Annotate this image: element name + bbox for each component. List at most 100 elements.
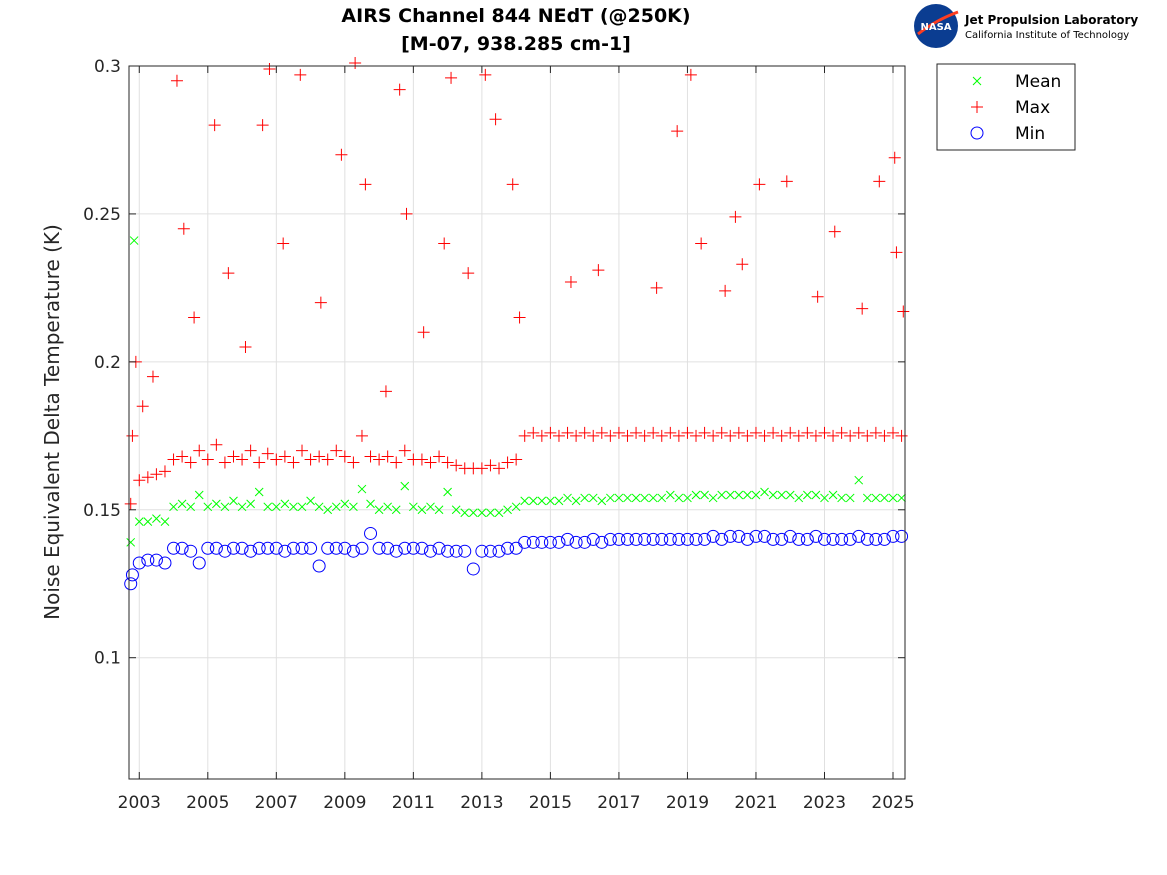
max-point (287, 456, 300, 469)
y-axis-label: Noise Equivalent Delta Temperature (K) (40, 224, 64, 620)
max-point (489, 113, 502, 126)
mean-point (229, 496, 238, 506)
mean-point (862, 493, 872, 503)
min-point (561, 532, 575, 546)
min-point (843, 532, 857, 546)
max-point (347, 456, 360, 469)
min-point (124, 577, 138, 591)
mean-point (129, 236, 139, 245)
max-point (724, 429, 737, 442)
max-point (398, 444, 411, 457)
min-point (466, 562, 480, 576)
min-point (595, 535, 609, 549)
min-point (125, 568, 139, 582)
max-point (239, 341, 252, 354)
mean-point (546, 496, 555, 506)
mean-point (854, 475, 864, 485)
max-point (612, 426, 625, 439)
min-point (629, 532, 643, 546)
legend-marker-min-icon (970, 126, 984, 140)
min-point (501, 541, 515, 555)
min-point (689, 532, 703, 546)
mean-point (845, 493, 855, 503)
min-point (312, 559, 326, 573)
max-point (561, 426, 574, 439)
min-point (252, 541, 266, 555)
mean-point (494, 508, 504, 518)
min-point (835, 532, 849, 546)
max-point (321, 453, 334, 466)
max-point (741, 429, 754, 442)
max-point (184, 456, 197, 469)
mean-point (237, 502, 247, 512)
mean-point (614, 493, 624, 503)
mean-point (768, 490, 778, 500)
min-point (261, 541, 275, 555)
min-point (783, 529, 797, 543)
max-point (698, 426, 711, 439)
max-point (188, 311, 201, 324)
min-point (132, 556, 146, 570)
x-tick-label: 2011 (392, 793, 435, 813)
min-point (800, 532, 814, 546)
mean-point (177, 499, 187, 509)
mean-point (665, 490, 675, 500)
min-point (723, 529, 737, 543)
mean-point (409, 502, 418, 512)
axes-box (128, 65, 906, 780)
min-point (415, 541, 429, 555)
max-point (784, 426, 797, 439)
max-point (150, 468, 163, 481)
min-point (852, 529, 866, 543)
min-point (432, 541, 446, 555)
max-point (167, 453, 180, 466)
max-point (852, 426, 865, 439)
max-point (450, 459, 463, 472)
min-point (775, 532, 789, 546)
max-point (335, 148, 348, 161)
mean-point (803, 490, 812, 500)
max-point (780, 175, 793, 188)
min-point (226, 541, 240, 555)
mean-point (212, 499, 221, 509)
chart-title: AIRS Channel 844 NEdT (@250K) (341, 5, 690, 27)
max-point (873, 175, 886, 188)
mean-point (169, 502, 178, 512)
min-point (218, 544, 232, 558)
mean-point (897, 493, 906, 503)
min-point (441, 544, 455, 558)
mean-point (554, 496, 564, 506)
mean-point (357, 484, 367, 494)
max-point (227, 450, 240, 463)
max-point (177, 222, 190, 235)
min-point (749, 529, 763, 543)
mean-point (366, 499, 375, 509)
mean-point (683, 493, 692, 503)
min-point (423, 544, 437, 558)
mean-point (571, 496, 581, 506)
mean-point (460, 508, 470, 518)
mean-point (597, 496, 607, 506)
min-point (680, 532, 694, 546)
max-point (124, 497, 137, 510)
min-point (886, 529, 900, 543)
chart-subtitle: [M-07, 938.285 cm-1] (401, 33, 631, 55)
max-point (792, 429, 805, 442)
min-point (184, 544, 198, 558)
max-point (861, 429, 874, 442)
mean-point (194, 490, 204, 500)
series-min (124, 526, 909, 591)
max-point (263, 62, 276, 75)
max-point (707, 429, 720, 442)
x-tick-label: 2025 (871, 793, 914, 813)
max-point (732, 426, 745, 439)
max-point (445, 71, 458, 84)
min-point (586, 532, 600, 546)
max-point (887, 426, 900, 439)
min-point (826, 532, 840, 546)
max-point (400, 207, 413, 220)
max-point (897, 305, 910, 318)
min-point (638, 532, 652, 546)
mean-point (760, 487, 769, 497)
mean-point (349, 502, 358, 512)
